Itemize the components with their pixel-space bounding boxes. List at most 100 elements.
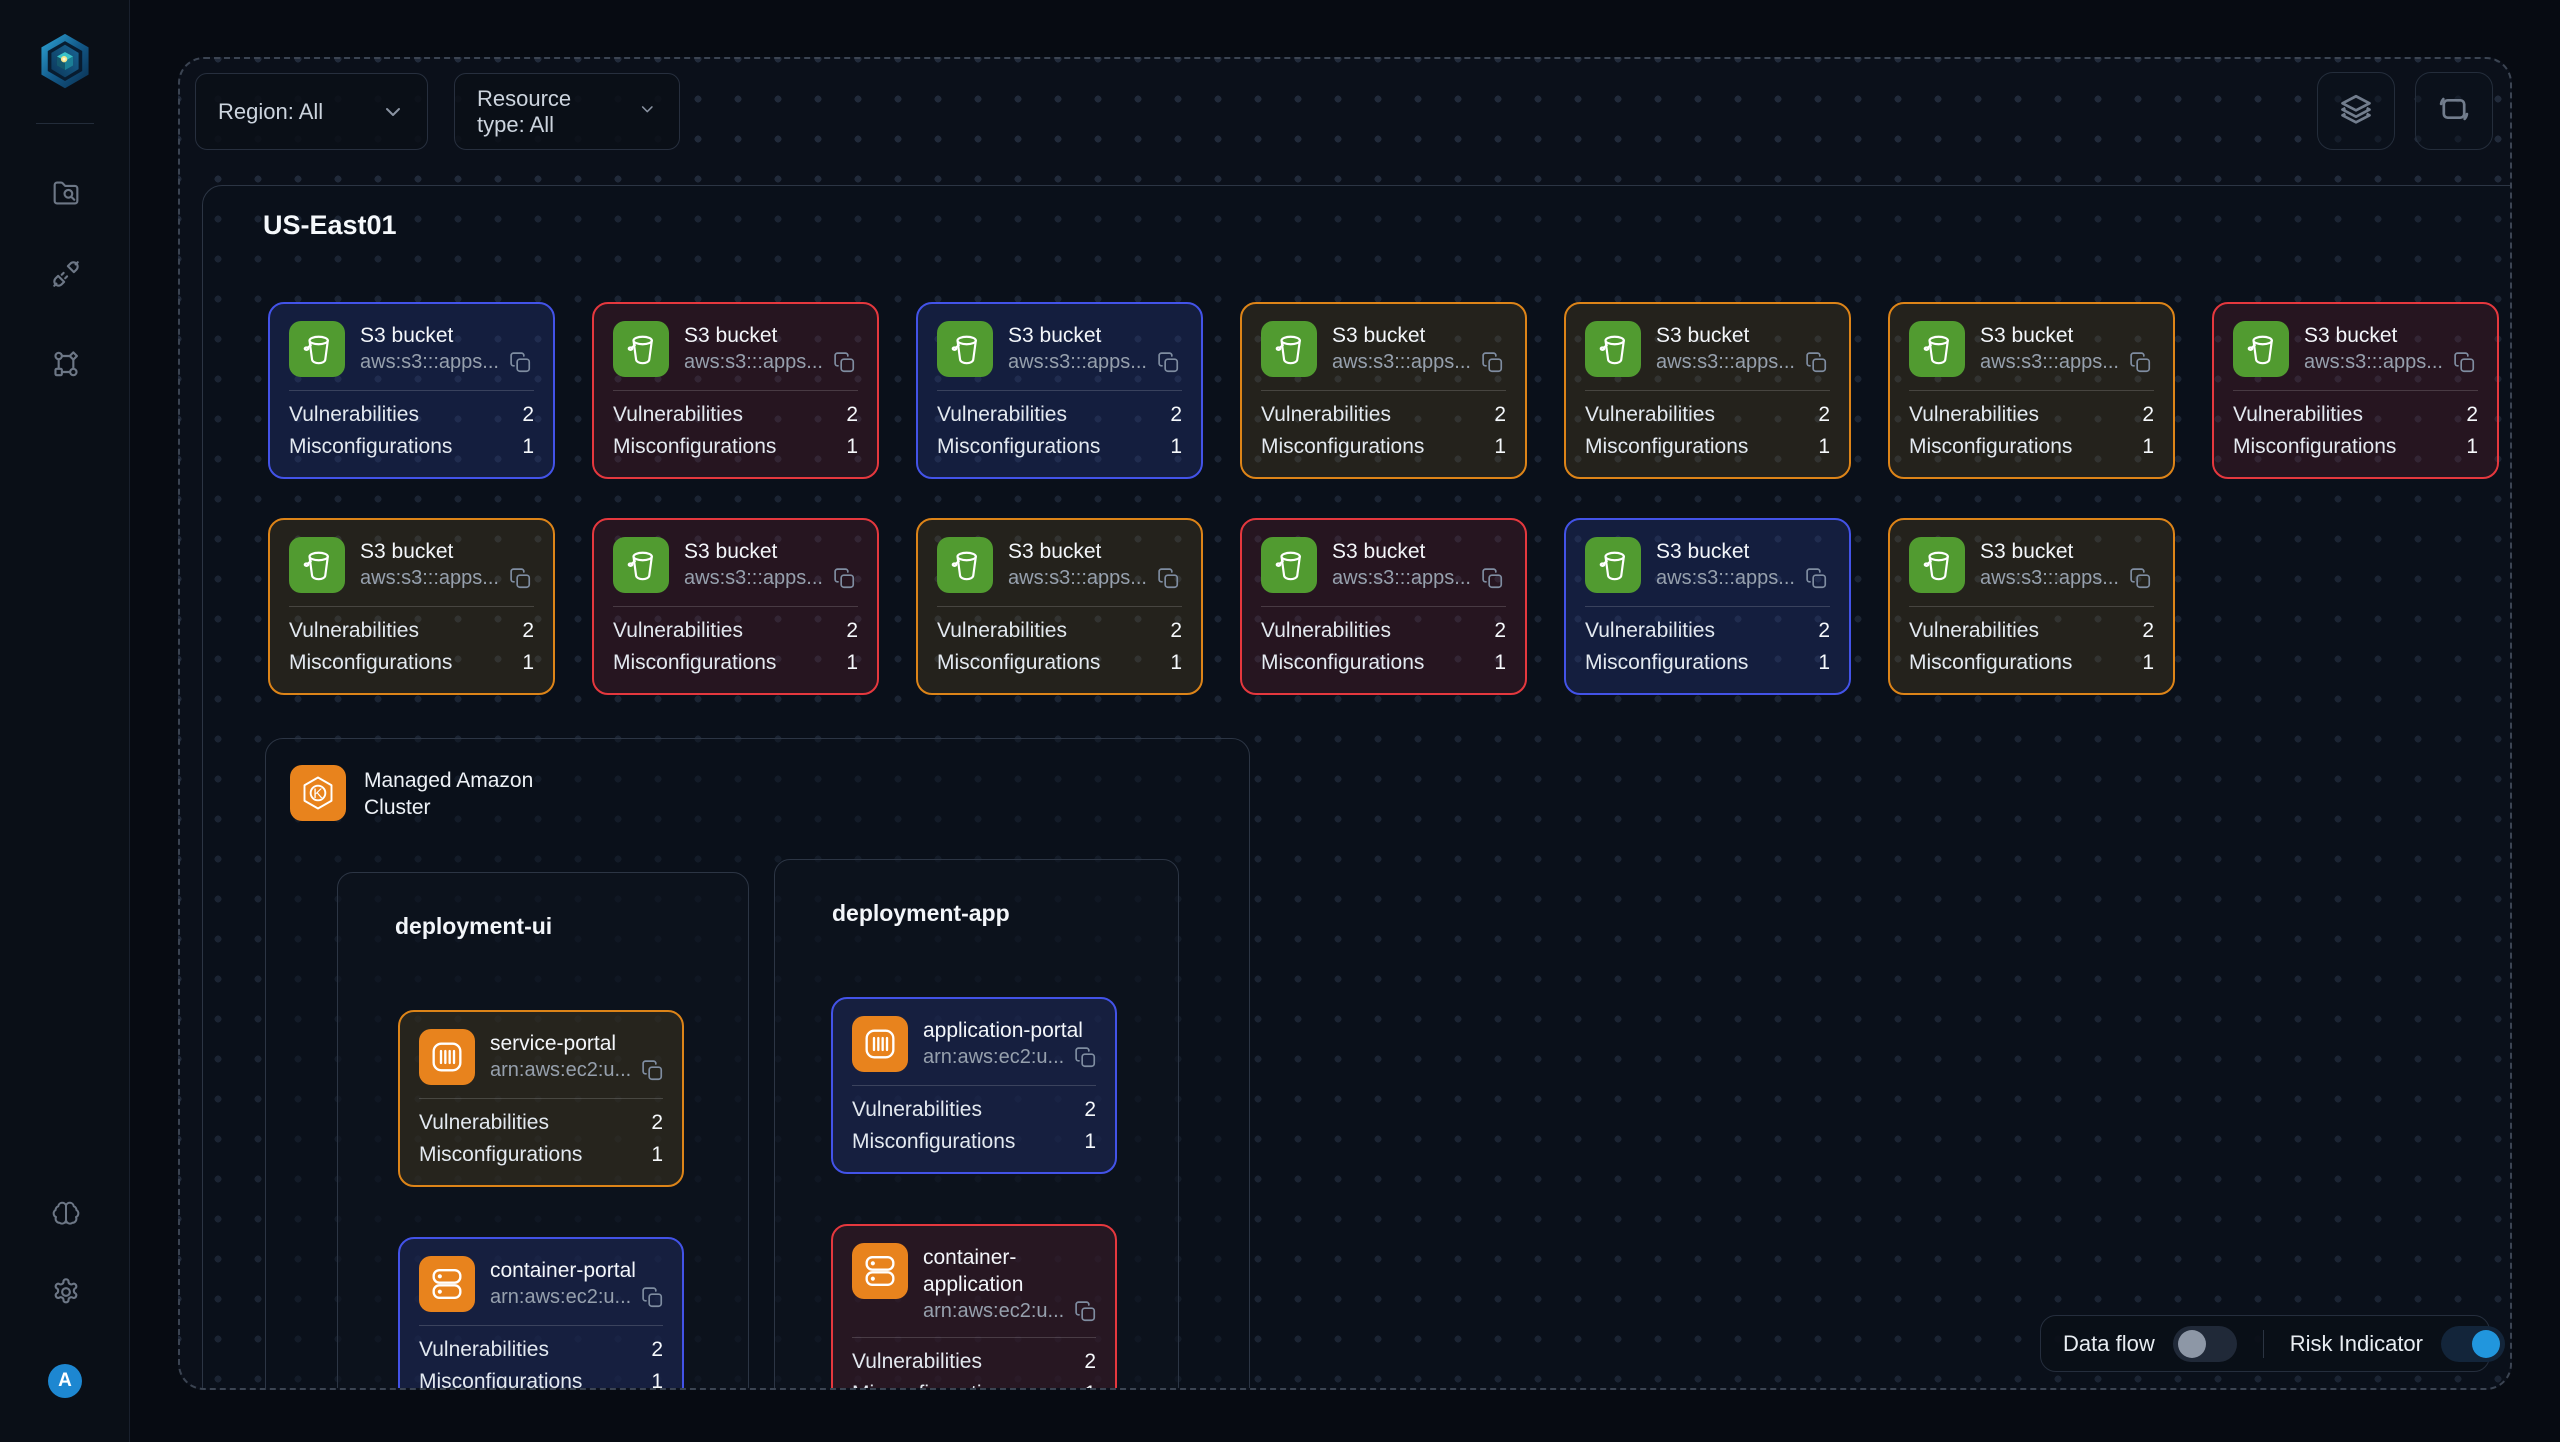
vulnerabilities-label: Vulnerabilities — [2233, 403, 2363, 426]
region-container-us-east01[interactable]: US-East01 S3 bucket aws:s3:::apps... Vulne… — [202, 185, 2510, 1390]
copy-icon[interactable] — [1804, 350, 1829, 375]
container-stack-icon — [852, 1243, 908, 1299]
deployment-app-workloads: application-portal arn:aws:ec2:u... Vulner… — [775, 860, 1178, 1388]
card-text: S3 bucket aws:s3:::apps... — [1008, 321, 1181, 377]
resource-title: service-portal — [490, 1032, 617, 1055]
s3-card-s3-bucket[interactable]: S3 bucket aws:s3:::apps... Vulnerabilities… — [1240, 518, 1527, 695]
misconfigurations-count: 1 — [2142, 651, 2154, 674]
misconfigurations-count: 1 — [651, 1370, 663, 1390]
copy-icon[interactable] — [640, 1058, 665, 1083]
settings-gear-icon[interactable] — [50, 1276, 82, 1308]
card-header: S3 bucket aws:s3:::apps... — [937, 321, 1182, 377]
copy-icon[interactable] — [640, 1285, 665, 1310]
layers-icon — [2338, 91, 2374, 132]
graph-canvas[interactable]: US-East01 S3 bucket aws:s3:::apps... Vulne… — [178, 57, 2512, 1390]
sidebar: A — [0, 0, 130, 1442]
ai-brain-icon[interactable] — [50, 1198, 82, 1230]
vulnerabilities-row: Vulnerabilities 2 — [1909, 399, 2154, 431]
risk-indicator-toggle[interactable] — [2441, 1325, 2505, 1362]
vulnerabilities-count: 2 — [846, 403, 858, 426]
resource-title: application-portal — [923, 1019, 1083, 1042]
s3-card-s3-bucket[interactable]: S3 bucket aws:s3:::apps... Vulnerabilities… — [1888, 518, 2175, 695]
s3-card-s3-bucket[interactable]: S3 bucket aws:s3:::apps... Vulnerabilities… — [1564, 518, 1851, 695]
misconfigurations-label: Misconfigurations — [289, 435, 453, 458]
card-header: S3 bucket aws:s3:::apps... — [2233, 321, 2478, 377]
resource-id: aws:s3:::apps... — [684, 567, 823, 589]
copy-icon[interactable] — [1156, 350, 1181, 375]
workload-card-container-portal[interactable]: container-portal arn:aws:ec2:u... Vulnerab… — [398, 1237, 684, 1390]
vulnerabilities-label: Vulnerabilities — [937, 619, 1067, 642]
s3-card-s3-bucket[interactable]: S3 bucket aws:s3:::apps... Vulnerabilities… — [1240, 302, 1527, 479]
vulnerabilities-count: 2 — [846, 619, 858, 642]
s3-card-s3-bucket[interactable]: S3 bucket aws:s3:::apps... Vulnerabilities… — [1564, 302, 1851, 479]
connections-plug-icon[interactable] — [50, 258, 82, 290]
deployment-app-container[interactable]: deployment-app application-portal arn:aws… — [774, 859, 1179, 1388]
misconfigurations-count: 1 — [1170, 435, 1182, 458]
vulnerabilities-row: Vulnerabilities 2 — [289, 615, 534, 647]
vulnerabilities-count: 2 — [1084, 1350, 1096, 1373]
cluster-container[interactable]: K Managed Amazon Cluster deployment-ui s… — [265, 738, 1250, 1390]
copy-icon[interactable] — [2128, 350, 2153, 375]
s3-card-s3-bucket[interactable]: S3 bucket aws:s3:::apps... Vulnerabilities… — [916, 518, 1203, 695]
card-header: S3 bucket aws:s3:::apps... — [613, 321, 858, 377]
data-flow-toggle[interactable] — [2172, 1325, 2237, 1362]
misconfigurations-row: Misconfigurations 1 — [937, 647, 1182, 679]
resource-id: aws:s3:::apps... — [2304, 351, 2443, 373]
card-text: S3 bucket aws:s3:::apps... — [360, 537, 533, 593]
workload-card-container-application[interactable]: container-application arn:aws:ec2:u... Vul… — [831, 1224, 1117, 1388]
fit-view-button[interactable] — [2415, 72, 2493, 150]
copy-icon[interactable] — [1480, 566, 1505, 591]
misconfigurations-row: Misconfigurations 1 — [419, 1139, 663, 1171]
vulnerabilities-label: Vulnerabilities — [852, 1098, 982, 1121]
vulnerabilities-row: Vulnerabilities 2 — [852, 1346, 1096, 1378]
resource-id: arn:aws:ec2:u... — [490, 1059, 632, 1081]
vulnerabilities-row: Vulnerabilities 2 — [937, 399, 1182, 431]
copy-icon[interactable] — [1804, 566, 1829, 591]
s3-card-s3-bucket[interactable]: S3 bucket aws:s3:::apps...Vulnerabilities… — [268, 518, 555, 695]
s3-card-s3-bucket[interactable]: S3 bucket aws:s3:::apps... Vulnerabilities… — [1888, 302, 2175, 479]
card-header: S3 bucket aws:s3:::apps... — [289, 537, 534, 593]
explorer-folder-search-icon[interactable] — [50, 177, 82, 209]
region-filter-dropdown[interactable]: Region: All — [195, 73, 428, 150]
resource-type-filter-dropdown[interactable]: Resource type: All — [454, 73, 680, 150]
workload-card-service-portal[interactable]: service-portal arn:aws:ec2:u... Vulnerabil… — [398, 1010, 684, 1187]
card-header: container-portal arn:aws:ec2:u... — [419, 1256, 663, 1312]
s3-card-s3-bucket[interactable]: S3 bucket aws:s3:::apps... Vulnerabilities… — [592, 518, 879, 695]
workload-card-application-portal[interactable]: application-portal arn:aws:ec2:u... Vulner… — [831, 997, 1117, 1174]
copy-icon[interactable] — [1073, 1045, 1098, 1070]
vulnerabilities-count: 2 — [1494, 619, 1506, 642]
app-logo-icon[interactable] — [36, 32, 94, 90]
s3-card-s3-bucket[interactable]: S3 bucket aws:s3:::apps... Vulnerabilities… — [268, 302, 555, 479]
copy-icon[interactable] — [2452, 350, 2477, 375]
misconfigurations-row: Misconfigurations 1 — [613, 647, 858, 679]
container-service-icon — [419, 1029, 475, 1085]
copy-icon[interactable] — [832, 350, 857, 375]
card-divider — [289, 390, 534, 391]
card-header: container-application arn:aws:ec2:u... — [852, 1243, 1096, 1324]
copy-icon[interactable] — [1073, 1299, 1098, 1324]
vulnerabilities-count: 2 — [2466, 403, 2478, 426]
s3-bucket-icon — [2233, 321, 2289, 377]
copy-icon[interactable] — [2128, 566, 2153, 591]
vulnerabilities-row: Vulnerabilities 2 — [1909, 615, 2154, 647]
copy-icon[interactable] — [508, 566, 533, 591]
avatar[interactable]: A — [48, 1364, 82, 1398]
copy-icon[interactable] — [1156, 566, 1181, 591]
card-text: S3 bucket aws:s3:::apps... — [1656, 537, 1829, 593]
resource-id: aws:s3:::apps... — [1980, 351, 2119, 373]
s3-card-row-2: S3 bucket aws:s3:::apps...Vulnerabilities… — [268, 518, 2175, 695]
layers-button[interactable] — [2317, 72, 2395, 150]
misconfigurations-count: 1 — [846, 435, 858, 458]
s3-card-s3-bucket[interactable]: S3 bucket aws:s3:::apps... Vulnerabilities… — [592, 302, 879, 479]
card-divider — [1909, 390, 2154, 391]
copy-icon[interactable] — [508, 350, 533, 375]
s3-card-s3-bucket[interactable]: S3 bucket aws:s3:::apps...Vulnerabilities… — [916, 302, 1203, 479]
copy-icon[interactable] — [1480, 350, 1505, 375]
canvas-footer-toggles: Data flow Risk Indicator — [2040, 1315, 2505, 1372]
workflow-graph-icon[interactable] — [50, 348, 82, 380]
s3-card-s3-bucket[interactable]: S3 bucket aws:s3:::apps...Vulnerabilities… — [2212, 302, 2499, 479]
vulnerabilities-label: Vulnerabilities — [613, 619, 743, 642]
deployment-ui-container[interactable]: deployment-ui service-portal arn:aws:ec2:… — [337, 872, 749, 1390]
copy-icon[interactable] — [832, 566, 857, 591]
misconfigurations-row: Misconfigurations 1 — [1585, 647, 1830, 679]
